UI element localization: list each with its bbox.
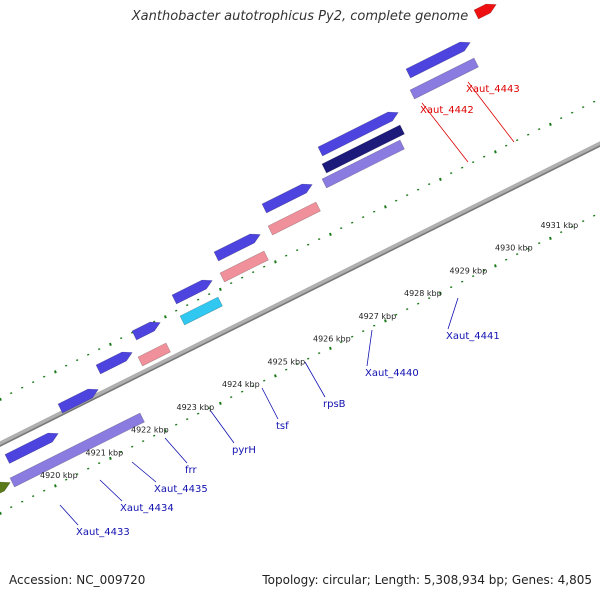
gene-arrow (317, 111, 399, 157)
callout-line (164, 437, 188, 464)
tick-inner (0, 511, 2, 515)
gene-arrow (179, 296, 223, 326)
gene-label: tsf (276, 421, 289, 432)
genome-summary: Topology: circular; Length: 5,308,934 bp… (262, 573, 592, 587)
tick-inner (219, 401, 222, 405)
gene-label: frr (185, 465, 197, 476)
tick-outer (439, 177, 442, 181)
gene-arrow (405, 41, 471, 79)
gene-label: Xaut_4443 (466, 84, 520, 95)
gene-arrow (473, 3, 497, 20)
callout-line (447, 297, 459, 330)
gene-arrow (95, 351, 133, 375)
tick-outer (54, 370, 57, 374)
kbp-label: 4920 kbp (40, 471, 78, 480)
map-title: Xanthobacter autotrophicus Py2, complete… (131, 9, 469, 24)
tick-inner (549, 236, 552, 240)
tick-outer (219, 287, 222, 291)
tick-inner (109, 456, 112, 460)
kbp-label: 4927 kbp (359, 312, 397, 321)
tick-inner (54, 484, 57, 488)
tick-outer (109, 342, 112, 346)
kbp-label: 4931 kbp (541, 221, 579, 230)
kbp-label: 4923 kbp (177, 403, 215, 412)
gene-label: Xaut_4442 (420, 105, 474, 116)
gene-arrow (219, 250, 269, 283)
tick-inner (329, 346, 332, 350)
tick-outer (274, 260, 277, 264)
kbp-label: 4924 kbp (222, 380, 260, 389)
tick-inner (274, 374, 277, 378)
gene-arrow (261, 183, 313, 214)
tick-inner (439, 291, 442, 295)
kbp-labels: 4920 kbp 4921 kbp 4922 kbp 4923 kbp 4924 kbp… (40, 221, 578, 480)
tick-outer (549, 122, 552, 126)
callout-line (131, 461, 157, 483)
gene-arrow (137, 342, 171, 367)
callout-line (99, 479, 123, 502)
tick-inner (164, 429, 167, 433)
gene-arrow (171, 279, 213, 305)
tick-outer (384, 205, 387, 209)
tick-outer (164, 315, 167, 319)
gene-arrow (131, 321, 161, 341)
tick-outer (0, 397, 2, 401)
genome-backbone (0, 141, 600, 447)
kbp-label: 4925 kbp (268, 357, 306, 366)
gene-arrow (321, 139, 405, 189)
callout-line (59, 504, 79, 526)
gene-labels: Xaut_4433 Xaut_4434 Xaut_4435 frr pyrH tsf rps… (76, 84, 520, 538)
tick-outer (329, 232, 332, 236)
gene-arrow (9, 412, 145, 488)
gene-arrow (213, 233, 261, 262)
tick-row-outer (0, 100, 596, 401)
gene-label: Xaut_4434 (120, 503, 174, 514)
gene-label: Xaut_4440 (365, 368, 419, 379)
accession-text: Accession: NC_009720 (9, 573, 146, 587)
kbp-label: 4926 kbp (313, 335, 351, 344)
tick-inner (494, 264, 497, 268)
gene-label: Xaut_4441 (446, 331, 500, 342)
gene-arrow (409, 57, 479, 100)
gene-arrow (57, 388, 99, 414)
gene-label: Xaut_4433 (76, 527, 130, 538)
kbp-label: 4930 kbp (495, 244, 533, 253)
gene-track (0, 3, 497, 494)
kbp-label: 4922 kbp (131, 426, 169, 435)
gene-arrow (4, 432, 59, 464)
callout-line (209, 409, 235, 444)
tick-outer (494, 150, 497, 154)
kbp-label: 4928 kbp (404, 289, 442, 298)
gene-label: Xaut_4435 (154, 484, 208, 495)
backbone-edge (0, 145, 600, 447)
callout-line (366, 329, 373, 367)
kbp-label: 4921 kbp (86, 448, 124, 457)
gene-arrow (267, 201, 321, 236)
backbone-line (0, 141, 600, 447)
gene-label: pyrH (232, 445, 256, 456)
kbp-label: 4929 kbp (450, 266, 488, 275)
callout-line (261, 387, 279, 420)
gene-arrow (321, 124, 405, 174)
gene-label: rpsB (323, 399, 346, 410)
callout-line (304, 361, 326, 398)
gene-arrow (0, 481, 11, 494)
tick-row-inner (0, 214, 596, 515)
callout-lines (59, 81, 515, 526)
tick-inner (384, 319, 387, 323)
callout-line (467, 81, 515, 143)
callout-line (421, 102, 469, 163)
